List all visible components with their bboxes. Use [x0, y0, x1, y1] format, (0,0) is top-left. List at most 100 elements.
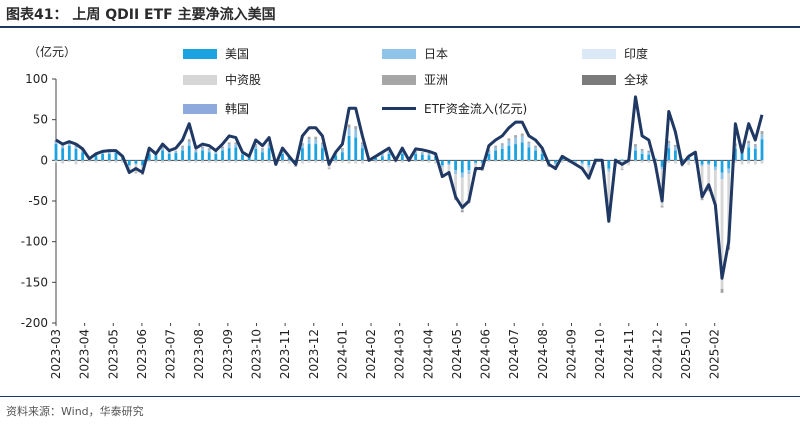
- bar-japan: [447, 163, 451, 166]
- bar-us: [480, 160, 484, 163]
- bar-us: [687, 157, 691, 161]
- bar-japan: [420, 153, 424, 155]
- bar-us: [321, 148, 324, 161]
- bar-asia_pacific: [221, 146, 224, 149]
- bar-japan: [747, 143, 751, 148]
- bar-asia_pacific: [480, 170, 484, 171]
- bar-japan: [534, 147, 537, 151]
- bar-china: [54, 160, 58, 163]
- bar-japan: [67, 144, 71, 146]
- x-tick-label: 2023-07: [164, 329, 178, 379]
- bar-japan: [167, 152, 171, 154]
- bar-china: [667, 160, 671, 163]
- bar-us: [427, 155, 431, 161]
- bar-china: [380, 160, 384, 163]
- bar-us: [227, 148, 231, 161]
- bar-japan: [647, 152, 651, 155]
- bar-japan: [587, 165, 591, 168]
- bar-japan: [221, 148, 224, 151]
- bar-asia_pacific: [707, 189, 711, 192]
- bar-china: [434, 160, 438, 164]
- bar-asia_pacific: [674, 144, 677, 147]
- bar-asia_pacific: [720, 288, 724, 293]
- bar-china: [281, 160, 284, 163]
- bar-japan: [74, 146, 78, 149]
- bar-asia_pacific: [254, 144, 258, 146]
- bar-us: [247, 156, 251, 161]
- bar-us: [740, 150, 744, 161]
- x-tick-label: 2023-05: [106, 329, 120, 379]
- bar-china: [214, 160, 218, 163]
- y-tick-label: -150: [21, 275, 48, 289]
- y-tick-label: -50: [28, 194, 48, 208]
- bar-us: [507, 145, 511, 161]
- bar-us: [534, 150, 537, 161]
- bar-china: [374, 160, 378, 163]
- bar-asia_pacific: [321, 142, 324, 145]
- bar-asia_pacific: [187, 139, 191, 142]
- bar-asia_pacific: [460, 209, 464, 213]
- bar-china: [520, 160, 524, 162]
- bar-japan: [487, 151, 491, 154]
- x-tick-label: 2023-06: [135, 329, 149, 379]
- bar-china: [87, 160, 91, 162]
- bar-japan: [380, 154, 384, 157]
- bar-us: [494, 150, 497, 161]
- bar-asia_pacific: [634, 144, 637, 147]
- bar-japan: [520, 135, 524, 143]
- bar-china: [201, 160, 204, 163]
- bar-asia_pacific: [420, 152, 424, 154]
- bar-asia_pacific: [347, 124, 351, 128]
- bar-us: [660, 160, 664, 167]
- bar-us: [61, 148, 65, 161]
- bar-us: [347, 135, 351, 161]
- bar-china: [607, 171, 611, 221]
- bar-japan: [554, 162, 557, 165]
- bar-us: [141, 160, 144, 166]
- bar-asia_pacific: [700, 198, 704, 201]
- bar-china: [360, 160, 364, 164]
- bar-us: [354, 137, 358, 161]
- bar-japan: [713, 166, 717, 171]
- bar-asia_pacific: [67, 142, 71, 145]
- bar-japan: [674, 146, 677, 151]
- bar-china: [267, 160, 271, 163]
- bar-china: [241, 160, 244, 162]
- bar-china: [460, 177, 464, 210]
- bar-us: [107, 153, 111, 161]
- bar-china: [174, 160, 178, 162]
- bar-japan: [660, 166, 664, 170]
- bar-china: [560, 160, 564, 163]
- bar-china: [427, 160, 431, 163]
- bar-asia_pacific: [340, 148, 344, 150]
- y-tick-label: 0: [40, 153, 48, 167]
- bar-japan: [234, 144, 238, 148]
- bar-china: [640, 160, 644, 163]
- bar-asia_pacific: [387, 151, 391, 153]
- bar-us: [400, 153, 404, 161]
- bar-us: [527, 147, 531, 161]
- bar-us: [467, 160, 471, 171]
- bar-china: [67, 160, 71, 162]
- bar-asia_pacific: [427, 153, 431, 154]
- bar-japan: [494, 147, 497, 151]
- bar-us: [221, 150, 224, 161]
- bar-japan: [207, 149, 211, 153]
- x-tick-label: 2024-08: [536, 329, 550, 379]
- bar-japan: [141, 165, 144, 167]
- bar-asia_pacific: [194, 149, 198, 151]
- bar-asia_pacific: [640, 148, 644, 151]
- bar-china: [254, 160, 258, 163]
- bar-china: [387, 160, 391, 163]
- bar-japan: [727, 168, 731, 174]
- x-tick-label: 2024-11: [622, 329, 636, 379]
- bar-us: [187, 145, 191, 161]
- bar-asia_pacific: [354, 126, 358, 130]
- bar-china: [161, 160, 164, 163]
- bar-china: [81, 160, 85, 163]
- bar-asia_pacific: [747, 140, 751, 144]
- bar-china: [534, 160, 537, 162]
- bar-china: [340, 160, 344, 163]
- bar-us: [167, 153, 171, 161]
- bar-us: [67, 145, 71, 161]
